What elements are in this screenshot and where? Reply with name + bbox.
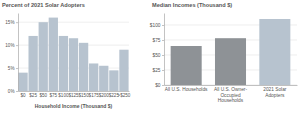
x-axis-title: Household Income (Thousand $): [35, 103, 113, 109]
y-tick-mark: [16, 45, 18, 46]
x-tick: 2021 SolarAdopters: [263, 87, 287, 98]
y-tick: $75: [152, 38, 164, 43]
x-tick-label: $0: [20, 93, 26, 98]
bars: [18, 18, 128, 91]
y-tick-label: $100: [150, 23, 161, 28]
y-tick: 0%: [8, 89, 18, 94]
y-tick-label: 0%: [8, 89, 15, 94]
y-tick-label: $75: [152, 38, 160, 43]
bar: [79, 43, 88, 91]
x-tick-label: $200: [99, 93, 110, 98]
y-tick-label: 10%: [5, 43, 14, 48]
bar: [109, 70, 118, 91]
y-tick-mark: [162, 40, 164, 41]
bar: [259, 19, 290, 85]
y-tick-label: $25: [152, 68, 160, 73]
x-tick: $75: [49, 93, 57, 98]
chart-1: $0$25$50$75$100All U.S. HouseholdsAll U.…: [150, 2, 298, 103]
tick-label-line: All U.S. Households: [165, 87, 208, 92]
y-tick-mark: [162, 85, 164, 86]
x-tick: $100: [58, 93, 69, 98]
y-axis: $0 $25 $50 $75 $100: [150, 14, 165, 89]
x-tick: All U.S. Owner-OccupiedHouseholds: [214, 87, 247, 103]
bar: [49, 18, 58, 91]
x-tick-label: $150: [78, 93, 89, 98]
y-tick-label: $50: [152, 53, 160, 58]
bar: [171, 46, 202, 85]
bar: [119, 50, 128, 91]
x-axis-line: [19, 91, 130, 92]
y-tick-mark: [16, 22, 18, 23]
bar: [18, 73, 27, 91]
x-tick: $200: [99, 93, 110, 98]
tick-label-line: Occupied: [220, 93, 241, 98]
grid-line: [18, 22, 129, 23]
tick-label-line: 2021 Solar: [263, 87, 287, 92]
y-tick: $100: [150, 23, 164, 28]
chart-0: 0% 5% 10% 15% $0$25$50$75$100$125$150$175$20…: [2, 2, 131, 109]
y-axis-line: [18, 14, 19, 92]
x-tick: $175: [89, 93, 100, 98]
grid: [18, 22, 129, 91]
bar: [59, 36, 68, 91]
y-tick: $25: [152, 68, 164, 73]
x-tick-label: $175: [89, 93, 100, 98]
x-tick-label: 2021 SolarAdopters: [263, 87, 287, 98]
bar: [28, 36, 37, 91]
x-tick-label: All U.S. Owner-OccupiedHouseholds: [214, 87, 247, 103]
y-tick-label: 15%: [5, 20, 14, 25]
bar: [99, 66, 108, 91]
x-tick: $25: [29, 93, 37, 98]
x-tick: $50: [39, 93, 47, 98]
y-tick: $0: [155, 83, 164, 88]
chart-title: Percent of 2021 Solar Adopters: [2, 2, 85, 8]
tick-label-line: All U.S. Owner-: [214, 87, 247, 92]
y-tick: $50: [152, 53, 164, 58]
y-tick: 5%: [8, 66, 18, 71]
bars: [171, 19, 291, 85]
bar: [215, 38, 246, 85]
y-tick: 10%: [5, 43, 18, 48]
y-tick-mark: [162, 70, 164, 71]
x-axis-line: [165, 85, 298, 86]
x-tick-label: $75: [49, 93, 57, 98]
x-tick-label: $125: [68, 93, 79, 98]
x-tick: All U.S. Households: [165, 87, 208, 92]
y-tick-label: 5%: [8, 66, 15, 71]
y-tick-mark: [16, 68, 18, 69]
x-axis: $0$25$50$75$100$125$150$175$200$225>$250: [19, 92, 131, 99]
y-tick-mark: [16, 91, 18, 92]
x-tick: $0: [20, 93, 26, 98]
chart-title: Median Incomes (Thousand $): [152, 2, 232, 8]
x-axis: All U.S. Households All U.S. Owner-Occupi…: [165, 86, 298, 104]
bar: [39, 22, 48, 91]
bar: [69, 38, 78, 91]
x-tick: $125: [68, 93, 79, 98]
x-tick-label: $25: [29, 93, 37, 98]
y-axis: 0% 5% 10% 15%: [5, 14, 18, 94]
x-tick-label: All U.S. Households: [165, 87, 208, 92]
bar: [89, 63, 98, 91]
x-tick: >$250: [118, 93, 131, 98]
tick-label-line: Adopters: [265, 93, 285, 98]
y-axis-line: [164, 14, 165, 86]
y-tick-label: $0: [155, 83, 161, 88]
x-tick-label: >$250: [118, 93, 131, 98]
x-tick-label: $50: [39, 93, 47, 98]
x-tick: $150: [78, 93, 89, 98]
tick-label-line: Households: [218, 98, 244, 103]
y-tick: 15%: [5, 20, 18, 25]
y-tick-mark: [162, 25, 164, 26]
y-tick-mark: [162, 55, 164, 56]
x-tick-label: $100: [58, 93, 69, 98]
